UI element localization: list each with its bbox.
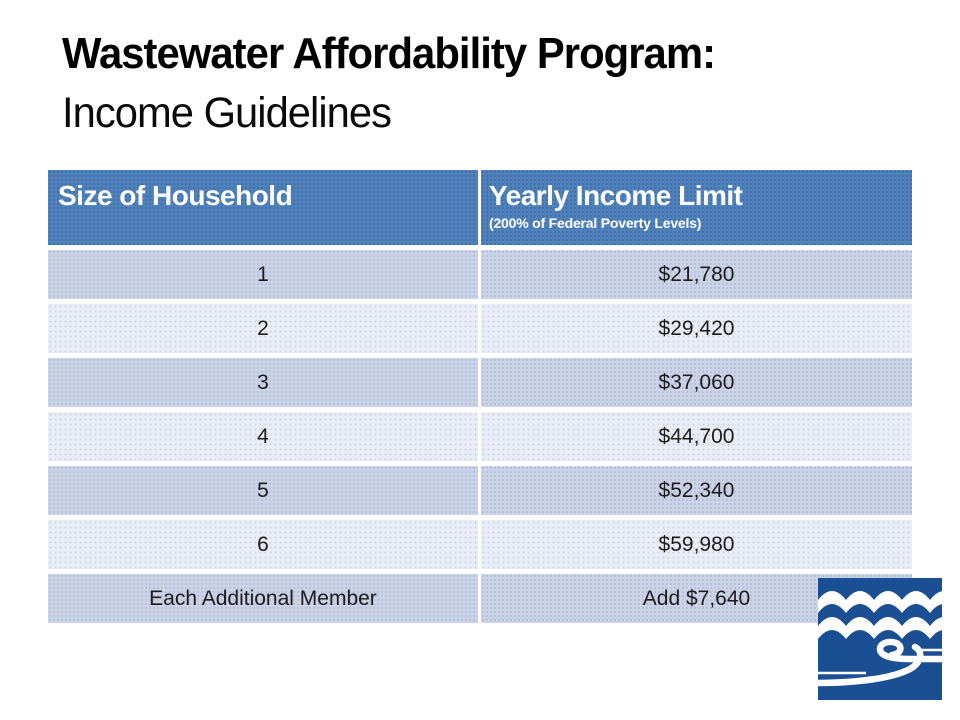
table-row: Each Additional Member Add $7,640 (48, 574, 912, 623)
cell-household-size: 6 (48, 520, 478, 569)
title-line-2: Income Guidelines (62, 89, 392, 137)
cell-income-limit: $52,340 (481, 466, 912, 515)
table-row: 4 $44,700 (48, 412, 912, 461)
cell-household-size: 1 (48, 250, 478, 299)
table-row: 6 $59,980 (48, 520, 912, 569)
cell-income-limit: $44,700 (481, 412, 912, 461)
cell-income-limit: $59,980 (481, 520, 912, 569)
header-label: Yearly Income Limit (489, 180, 743, 211)
cell-household-size: 3 (48, 358, 478, 407)
table-row: 5 $52,340 (48, 466, 912, 515)
cell-income-limit: $37,060 (481, 358, 912, 407)
table-row: 3 $37,060 (48, 358, 912, 407)
cell-income-limit: $21,780 (481, 250, 912, 299)
header-cell-yearly-income-limit: Yearly Income Limit (200% of Federal Pov… (481, 170, 912, 245)
cell-income-limit: $29,420 (481, 304, 912, 353)
cell-household-size: 2 (48, 304, 478, 353)
header-cell-size-of-household: Size of Household (48, 170, 478, 245)
water-waves-s-river-logo-icon (818, 578, 942, 700)
cell-household-size: 4 (48, 412, 478, 461)
table-header-row: Size of Household Yearly Income Limit (2… (48, 170, 912, 245)
title-line-1: Wastewater Affordability Program: (62, 29, 716, 78)
cell-household-size: 5 (48, 466, 478, 515)
page-title: Wastewater Affordability Program: Income… (62, 24, 749, 142)
table-row: 1 $21,780 (48, 250, 912, 299)
cell-household-size: Each Additional Member (48, 574, 478, 623)
header-label: Size of Household (58, 180, 293, 211)
income-guidelines-table: Size of Household Yearly Income Limit (2… (48, 170, 912, 623)
table-row: 2 $29,420 (48, 304, 912, 353)
header-sublabel: (200% of Federal Poverty Levels) (489, 215, 702, 231)
